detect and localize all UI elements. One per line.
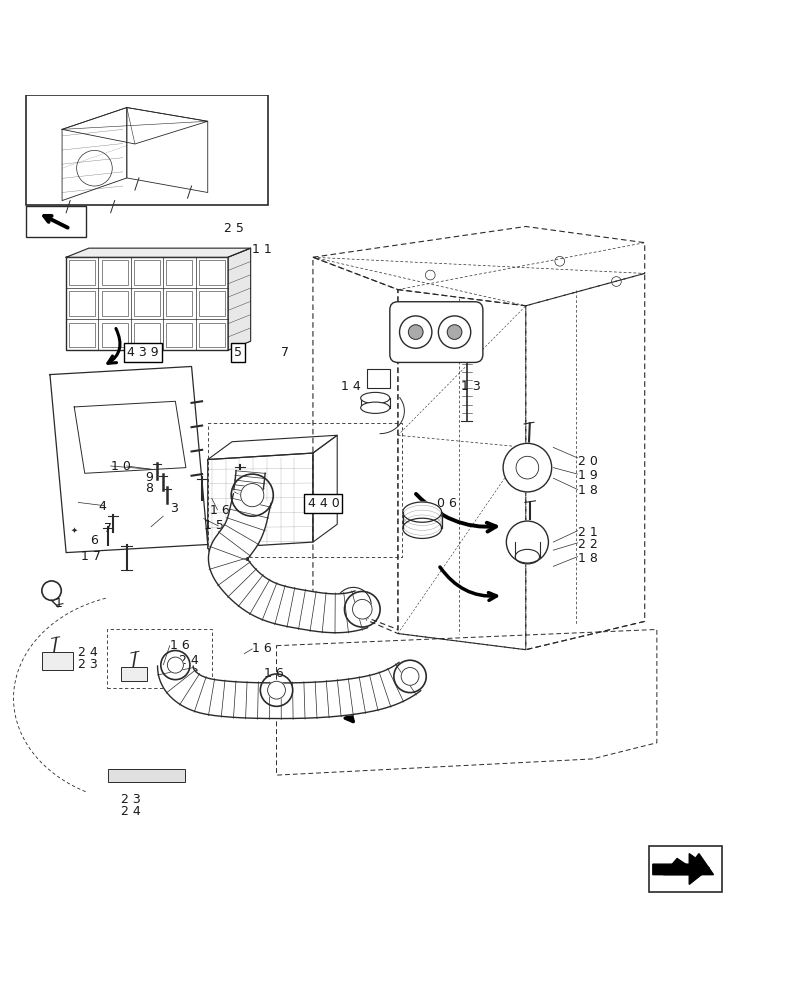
Text: 2 4: 2 4 xyxy=(78,646,98,659)
Polygon shape xyxy=(50,366,208,553)
Text: 1 8: 1 8 xyxy=(577,552,597,565)
Circle shape xyxy=(401,668,418,685)
Polygon shape xyxy=(652,854,709,884)
Text: ✦: ✦ xyxy=(71,525,78,534)
Bar xyxy=(42,652,72,670)
Bar xyxy=(69,291,95,316)
Text: 2 0: 2 0 xyxy=(577,455,597,468)
Bar xyxy=(208,423,401,557)
Text: 6: 6 xyxy=(90,534,98,547)
Ellipse shape xyxy=(515,549,539,564)
Bar xyxy=(134,260,160,285)
Text: 1: 1 xyxy=(54,597,62,610)
Text: 3: 3 xyxy=(169,502,178,515)
Bar xyxy=(106,629,212,688)
Text: 4 3 9: 4 3 9 xyxy=(127,346,159,359)
Bar xyxy=(108,769,185,782)
Bar xyxy=(199,323,225,347)
Text: 1 8: 1 8 xyxy=(175,689,195,702)
Text: 1 4: 1 4 xyxy=(341,380,361,393)
Circle shape xyxy=(447,325,461,339)
Text: 1 6: 1 6 xyxy=(252,642,272,655)
Bar xyxy=(69,323,95,347)
Text: 1 7: 1 7 xyxy=(80,550,101,563)
Text: 2: 2 xyxy=(240,489,247,502)
Text: 7: 7 xyxy=(104,522,112,535)
Circle shape xyxy=(144,463,150,469)
Text: 4 4 0: 4 4 0 xyxy=(307,497,339,510)
Text: 1 2: 1 2 xyxy=(450,320,470,333)
Circle shape xyxy=(503,443,551,492)
Text: 2 4: 2 4 xyxy=(179,654,199,667)
Bar xyxy=(121,667,147,681)
Bar xyxy=(101,323,127,347)
Text: 1 0: 1 0 xyxy=(110,460,131,473)
Text: 2 5: 2 5 xyxy=(224,222,243,235)
Circle shape xyxy=(240,484,264,507)
Text: 1 1: 1 1 xyxy=(252,243,272,256)
Text: 1 6: 1 6 xyxy=(264,667,284,680)
Circle shape xyxy=(408,325,423,339)
Circle shape xyxy=(111,464,118,471)
Bar xyxy=(166,260,192,285)
Bar xyxy=(367,369,389,388)
Text: 2 1: 2 1 xyxy=(577,526,597,539)
Text: 2 3: 2 3 xyxy=(121,793,141,806)
Polygon shape xyxy=(663,854,713,875)
Bar xyxy=(66,257,228,350)
Text: 2 3: 2 3 xyxy=(78,658,98,671)
Circle shape xyxy=(506,521,547,563)
Text: 0 6: 0 6 xyxy=(436,497,456,510)
Bar xyxy=(26,95,268,205)
Circle shape xyxy=(127,464,134,470)
Ellipse shape xyxy=(360,402,389,413)
Text: 5: 5 xyxy=(234,346,242,359)
Circle shape xyxy=(268,681,285,699)
Text: 1 6: 1 6 xyxy=(210,504,230,517)
Text: 1 6: 1 6 xyxy=(169,639,189,652)
Ellipse shape xyxy=(360,392,389,404)
Bar xyxy=(69,260,95,285)
Bar xyxy=(199,260,225,285)
Circle shape xyxy=(167,657,183,673)
Bar xyxy=(134,323,160,347)
Circle shape xyxy=(352,599,371,619)
Text: 8: 8 xyxy=(145,482,153,495)
Polygon shape xyxy=(208,494,367,633)
Bar xyxy=(101,260,127,285)
Text: 1 3: 1 3 xyxy=(461,380,480,393)
Ellipse shape xyxy=(402,502,441,522)
Bar xyxy=(134,291,160,316)
Text: 4: 4 xyxy=(98,500,106,513)
Text: 2 4: 2 4 xyxy=(121,805,141,818)
Text: 2 3: 2 3 xyxy=(179,667,199,680)
Bar xyxy=(166,291,192,316)
Ellipse shape xyxy=(402,518,441,538)
Text: 1 9: 1 9 xyxy=(577,469,597,482)
Bar xyxy=(199,291,225,316)
Polygon shape xyxy=(228,248,251,350)
Text: 7: 7 xyxy=(281,346,288,359)
Bar xyxy=(101,291,127,316)
Text: 1 5: 1 5 xyxy=(204,519,223,532)
Text: 1 8: 1 8 xyxy=(577,484,597,497)
Bar xyxy=(166,323,192,347)
Text: 2 2: 2 2 xyxy=(577,538,597,551)
Text: 9: 9 xyxy=(145,471,153,484)
Bar xyxy=(26,206,86,237)
Polygon shape xyxy=(234,470,265,494)
FancyBboxPatch shape xyxy=(389,302,483,362)
Polygon shape xyxy=(157,662,420,719)
Bar xyxy=(648,846,721,892)
Polygon shape xyxy=(66,248,251,257)
Bar xyxy=(106,500,151,523)
